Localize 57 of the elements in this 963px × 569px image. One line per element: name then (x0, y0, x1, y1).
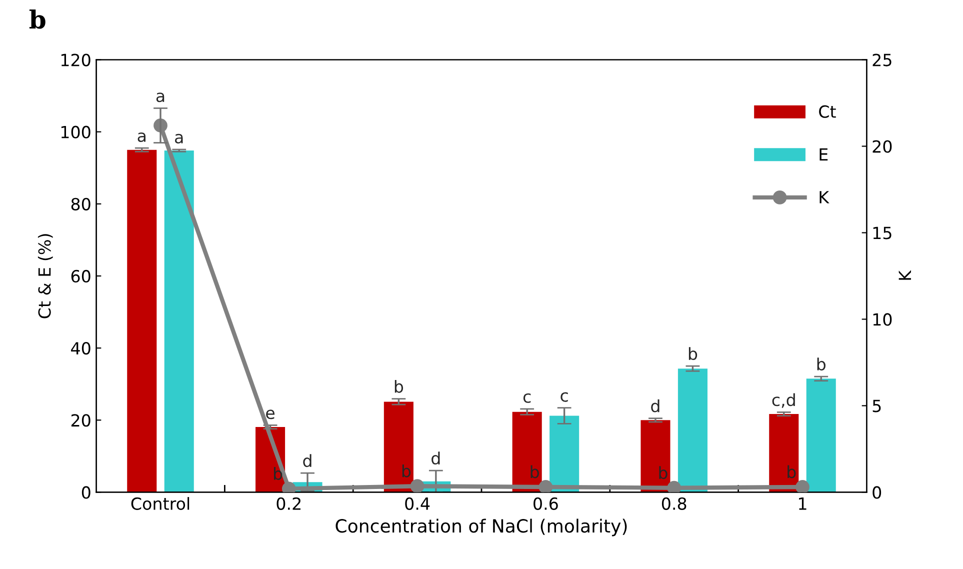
legend-label: Ct (819, 105, 836, 118)
bar (164, 150, 194, 492)
point (796, 480, 810, 492)
x-tick-label: 1 (799, 498, 806, 510)
y-tick-label: 60 (71, 270, 90, 283)
y2-tick-label: 5 (872, 400, 881, 412)
y-tick-label: 40 (71, 342, 90, 355)
y-tick-label: 100 (61, 126, 90, 138)
data-label: b (530, 465, 539, 478)
data-label: b (817, 358, 826, 370)
data-label: c (523, 393, 531, 403)
x-tick-label: 0.2 (276, 497, 300, 510)
data-label: b (688, 347, 698, 360)
data-label: b (402, 464, 411, 478)
point (667, 480, 682, 492)
bar (550, 416, 580, 492)
x-tick-label: 0.8 (662, 497, 686, 510)
y2-axis-title: K (898, 270, 911, 280)
data-label: a (138, 132, 146, 142)
data-label: b (788, 465, 796, 478)
y-tick-label: 80 (71, 198, 90, 210)
point (410, 479, 424, 492)
data-label: d (303, 454, 312, 468)
data-label: d (651, 399, 660, 412)
x-tick-label: Control (131, 497, 190, 510)
y2-tick-label: 10 (873, 313, 892, 326)
data-label: b (274, 467, 282, 480)
data-label: c (560, 392, 568, 402)
point (538, 480, 553, 492)
bar (127, 150, 157, 492)
data-label: c,d (772, 393, 795, 408)
data-label: e (266, 410, 275, 420)
y2-tick-label: 0 (872, 486, 882, 499)
legend-label: K (820, 191, 830, 204)
data-label: b (659, 466, 668, 480)
x-tick-label: 0.6 (534, 497, 558, 510)
bar (678, 368, 708, 492)
y2-tick-label: 20 (872, 140, 892, 153)
bar (806, 378, 836, 492)
y2-tick-label: 25 (872, 54, 892, 66)
bar (384, 402, 414, 492)
x-axis-title: Concentration of NaCl (molarity) (336, 518, 627, 536)
y-tick-label: 0 (82, 486, 90, 499)
y2-tick-label: 15 (873, 226, 892, 240)
y-tick-label: 120 (61, 54, 90, 66)
legend-label: E (820, 148, 828, 160)
x-tick-label: 0.4 (405, 497, 430, 510)
chart-title: b (29, 9, 46, 29)
data-label: a (156, 92, 164, 102)
y-tick-label: 20 (71, 414, 90, 427)
y-axis-title: Ct & E (%) (38, 234, 53, 318)
bar (512, 412, 542, 492)
bar (769, 414, 799, 492)
data-label: a (175, 134, 183, 144)
data-label: d (432, 452, 440, 465)
bar (640, 420, 670, 492)
data-label: b (394, 380, 404, 393)
